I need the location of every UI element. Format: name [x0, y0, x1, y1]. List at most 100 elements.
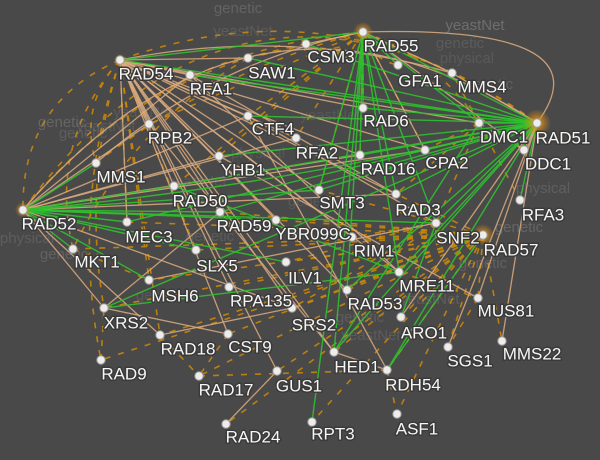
- node-label-RAD6: RAD6: [363, 112, 408, 131]
- node-MUS81[interactable]: [473, 293, 483, 303]
- edge-physical: [22, 115, 249, 211]
- node-RAD51[interactable]: [532, 118, 542, 128]
- node-RIM1[interactable]: [347, 232, 357, 242]
- node-CPA2[interactable]: [420, 145, 430, 155]
- node-HED1[interactable]: [329, 347, 339, 357]
- edge-type-watermark: yeastNet: [213, 23, 273, 40]
- edge-yeastNet: [362, 31, 437, 224]
- node-MKT1[interactable]: [68, 244, 78, 254]
- node-RFA3[interactable]: [515, 195, 525, 205]
- node-RDH54[interactable]: [382, 365, 392, 375]
- node-label-RAD52: RAD52: [22, 215, 77, 234]
- edge-genetic: [311, 234, 484, 423]
- node-SNF2[interactable]: [431, 218, 441, 228]
- node-DMC1[interactable]: [474, 118, 484, 128]
- node-RAD9[interactable]: [96, 355, 106, 365]
- node-label-MMS22: MMS22: [503, 345, 562, 364]
- node-YBR099C[interactable]: [271, 215, 281, 225]
- edge-type-watermark: genetic: [459, 255, 508, 272]
- edge-genetic: [228, 234, 484, 288]
- node-RAD59[interactable]: [215, 207, 225, 217]
- node-SGS1[interactable]: [443, 342, 453, 352]
- node-RAD53[interactable]: [342, 285, 352, 295]
- node-label-MMS1: MMS1: [96, 168, 145, 187]
- node-SLX5[interactable]: [191, 245, 201, 255]
- edge-physical: [501, 122, 538, 342]
- edge-yeastNet: [333, 122, 538, 353]
- node-RAD6[interactable]: [358, 103, 368, 113]
- edge-type-watermark: genetic: [336, 309, 385, 326]
- node-RPB2[interactable]: [144, 119, 154, 129]
- edge-physical: [119, 59, 361, 156]
- node-label-RAD9: RAD9: [101, 365, 146, 384]
- edge-physical: [119, 59, 320, 191]
- edge-yeastNet: [311, 31, 364, 423]
- node-YHB1[interactable]: [214, 151, 224, 161]
- node-RPT3[interactable]: [307, 417, 317, 427]
- node-GFA1[interactable]: [393, 60, 403, 70]
- edge-physical: [22, 209, 161, 336]
- edges-layer: [22, 30, 555, 425]
- node-RAD16[interactable]: [355, 150, 365, 160]
- node-MRE11[interactable]: [394, 267, 404, 277]
- node-MEC3[interactable]: [122, 217, 132, 227]
- edge-physical: [148, 123, 335, 353]
- edge-physical: [22, 48, 538, 211]
- node-RAD18[interactable]: [155, 330, 165, 340]
- node-label-GFA1: GFA1: [398, 72, 441, 91]
- edge-genetic: [119, 59, 161, 336]
- edge-yeastNet: [362, 31, 480, 124]
- node-RAD50[interactable]: [169, 181, 179, 191]
- node-ASF1[interactable]: [392, 409, 402, 419]
- node-RAD17[interactable]: [194, 371, 204, 381]
- node-ILV1[interactable]: [281, 257, 291, 267]
- node-SRS2[interactable]: [287, 303, 297, 313]
- node-label-RAD50: RAD50: [173, 192, 228, 211]
- edge-genetic: [435, 122, 480, 224]
- edge-type-watermark: physical: [0, 230, 54, 247]
- node-DDC1[interactable]: [519, 145, 529, 155]
- node-label-RPA135: RPA135: [230, 292, 292, 311]
- edge-physical: [119, 59, 364, 109]
- edge-physical: [119, 59, 426, 151]
- node-RFA2[interactable]: [291, 133, 301, 143]
- edge-genetic: [72, 234, 484, 250]
- edge-physical: [148, 222, 437, 281]
- edge-genetic: [362, 31, 480, 124]
- node-RAD52[interactable]: [18, 205, 28, 215]
- node-MMS4[interactable]: [447, 68, 457, 78]
- nodes-layer: [18, 27, 542, 429]
- edge-genetic: [100, 307, 105, 361]
- edge-type-watermark: genetic: [495, 219, 544, 236]
- edge-genetic: [22, 36, 538, 211]
- node-ARO1[interactable]: [396, 312, 406, 322]
- edge-type-watermark: genetic: [59, 125, 108, 142]
- edge-yeastNet: [395, 122, 538, 195]
- edge-yeastNet: [346, 122, 538, 291]
- node-MMS22[interactable]: [497, 336, 507, 346]
- node-MSH6[interactable]: [144, 275, 154, 285]
- node-GUS1[interactable]: [272, 366, 282, 376]
- node-label-RAD59: RAD59: [217, 217, 272, 236]
- edge-physical: [362, 31, 453, 74]
- node-SAW1[interactable]: [243, 53, 253, 63]
- node-CSM3[interactable]: [301, 39, 311, 49]
- node-CST9[interactable]: [223, 329, 233, 339]
- node-MMS1[interactable]: [91, 158, 101, 168]
- node-RAD55[interactable]: [358, 27, 368, 37]
- node-RPA135[interactable]: [224, 282, 234, 292]
- node-RAD3[interactable]: [391, 189, 401, 199]
- node-label-RAD57: RAD57: [484, 241, 539, 260]
- node-RFA1[interactable]: [185, 70, 195, 80]
- node-XRS2[interactable]: [99, 303, 109, 313]
- edge-physical: [22, 209, 293, 309]
- node-RAD54[interactable]: [115, 55, 125, 65]
- node-label-ARO1: ARO1: [401, 324, 447, 343]
- node-CTF4[interactable]: [243, 111, 253, 121]
- edge-type-watermark: yeastNet: [167, 173, 227, 190]
- node-SMT3[interactable]: [314, 185, 324, 195]
- node-RAD24[interactable]: [221, 419, 231, 429]
- node-RAD57[interactable]: [478, 230, 488, 240]
